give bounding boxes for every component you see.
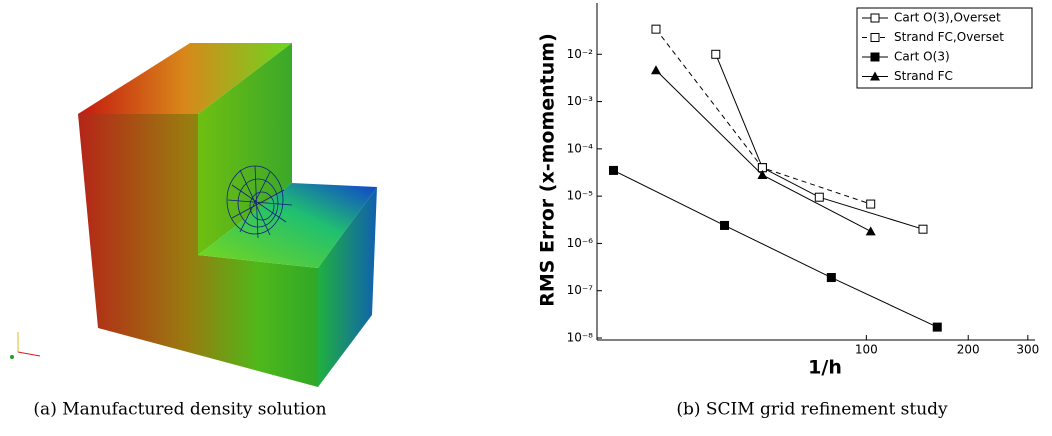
axes-triad	[10, 332, 40, 359]
marker	[651, 65, 661, 74]
y-axis-label: RMS Error (x-momentum)	[537, 33, 559, 307]
marker	[871, 14, 879, 22]
marker	[871, 34, 879, 42]
marker	[609, 166, 617, 174]
legend-label: Cart O(3)	[894, 50, 950, 64]
y-tick-label: 10⁻⁵	[567, 189, 594, 203]
x-tick-label: 100	[855, 343, 878, 357]
marker	[721, 221, 729, 229]
legend-label: Strand FC	[894, 69, 953, 83]
rendering	[10, 43, 377, 387]
marker	[866, 226, 876, 235]
x-axis-label: 1/h	[808, 357, 842, 379]
marker	[652, 25, 660, 33]
y-tick-label: 10⁻⁶	[567, 236, 594, 250]
marker	[815, 193, 823, 201]
y-tick-label: 10⁻⁴	[567, 141, 594, 155]
figure: (a) Manufactured density solution (b) SC…	[0, 0, 1052, 436]
x-tick-label: 300	[1016, 343, 1039, 357]
x-tick-label: 200	[957, 343, 980, 357]
y-tick-label: 10⁻²	[567, 47, 594, 61]
legend-label: Cart O(3),Overset	[894, 11, 1001, 25]
legend-label: Strand FC,Overset	[894, 30, 1004, 44]
caption: (a) Manufactured density solution	[33, 400, 326, 420]
marker	[871, 53, 879, 61]
y-tick-label: 10⁻⁷	[567, 283, 594, 297]
series-line	[613, 170, 937, 327]
marker	[933, 323, 941, 331]
caption: (b) SCIM grid refinement study	[676, 400, 948, 420]
y-tick-label: 10⁻⁸	[567, 331, 594, 345]
chart: (b) SCIM grid refinement study 1/h RMS E…	[537, 3, 1040, 420]
marker	[867, 200, 875, 208]
marker	[919, 225, 927, 233]
page: {"figure_a": {"caption": "(a) Manufactur…	[0, 0, 1052, 436]
marker	[712, 50, 720, 58]
y-tick-label: 10⁻³	[567, 94, 594, 108]
marker	[827, 274, 835, 282]
